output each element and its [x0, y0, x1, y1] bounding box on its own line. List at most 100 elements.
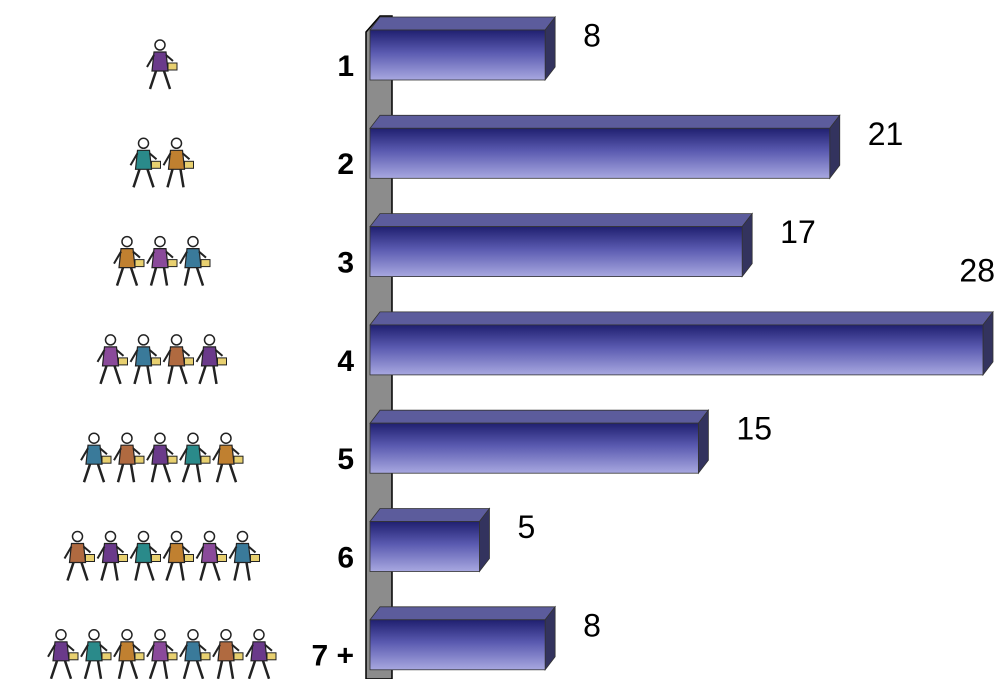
icon-head [187, 629, 199, 641]
bar-top [369, 409, 710, 424]
icon-bag [167, 652, 178, 661]
bar [369, 422, 699, 474]
person-icon [113, 235, 145, 286]
value-label: 21 [868, 116, 904, 152]
icon-body [85, 641, 103, 662]
icon-body [167, 542, 186, 564]
value-label: 5 [517, 509, 535, 545]
icon-arms [179, 250, 207, 265]
icon-body [52, 641, 70, 662]
icon-body [68, 542, 87, 564]
icon-arms [162, 152, 191, 166]
icon-bag [200, 455, 211, 464]
icon-body [118, 444, 136, 465]
icon-body [200, 346, 219, 367]
icon-body [184, 641, 202, 662]
icon-head [220, 629, 232, 641]
icon-bag [167, 259, 178, 268]
icon-head [220, 432, 232, 444]
icon-head [187, 235, 199, 248]
bar [369, 226, 743, 278]
icon-arms [129, 349, 158, 363]
icon-head [104, 334, 117, 346]
bar [369, 324, 984, 376]
icon-bag [101, 652, 112, 661]
icon-body [118, 641, 136, 662]
person-icon [228, 530, 260, 581]
icon-body [151, 444, 169, 465]
icon-legs [133, 365, 152, 385]
person-icon [129, 137, 161, 188]
person-icon [113, 432, 145, 483]
icon-body [151, 51, 169, 72]
icon-bag [184, 160, 194, 169]
icon-legs [183, 267, 205, 286]
icon-head [236, 530, 249, 543]
icon-arms [195, 545, 224, 560]
bar-top [369, 508, 491, 522]
person-icon [162, 137, 194, 188]
icon-arms [80, 644, 108, 658]
icon-head [88, 629, 100, 641]
icon-arms [146, 644, 174, 658]
icon-head [154, 235, 166, 248]
icon-legs [149, 267, 169, 286]
icon-legs [182, 660, 205, 679]
icon-legs [116, 463, 136, 483]
icon-arms [47, 644, 75, 658]
icon-head [187, 432, 199, 444]
icon-arms [179, 644, 207, 658]
icon-legs [148, 660, 169, 679]
icon-body [200, 542, 219, 564]
icon-legs [166, 168, 185, 188]
icon-legs [117, 660, 139, 679]
icon-body [151, 641, 169, 662]
icon-body [101, 542, 120, 564]
icon-body [184, 248, 202, 269]
icon-body [167, 149, 186, 170]
bar [369, 619, 546, 671]
person-icon [80, 629, 112, 679]
icon-legs [83, 660, 103, 679]
icon-arms [129, 152, 158, 166]
icon-bag [101, 455, 112, 464]
icon-bag [250, 554, 260, 562]
icon-arms [195, 349, 224, 363]
bar [369, 127, 831, 179]
icon-arms [63, 545, 92, 560]
icon-bag [85, 554, 95, 562]
category-label: 5 [337, 443, 354, 476]
value-label: 8 [583, 607, 601, 643]
icon-arms [80, 447, 108, 461]
icon-body [118, 248, 136, 269]
icon-bag [184, 554, 194, 562]
icon-arms [245, 644, 273, 658]
person-icon [162, 334, 194, 385]
icon-body [167, 346, 186, 367]
icon-head [203, 334, 216, 346]
icon-arms [146, 54, 174, 68]
icon-bag [217, 357, 227, 366]
person-icon [96, 334, 128, 385]
person-icon [47, 629, 79, 679]
bar-top [369, 213, 753, 228]
icon-body [134, 149, 153, 170]
icon-body [85, 444, 103, 465]
icon-legs [134, 562, 155, 581]
icon-head [71, 530, 84, 543]
icon-head [121, 432, 133, 444]
icon-head [55, 629, 67, 641]
icon-arms [162, 545, 191, 560]
icon-legs [198, 365, 218, 385]
value-label: 8 [583, 17, 601, 53]
person-icon [146, 39, 178, 90]
bar-top [369, 311, 994, 326]
person-icon [96, 530, 128, 581]
icon-body [151, 248, 169, 269]
icon-bag [233, 455, 244, 464]
icon-legs [99, 365, 122, 385]
person-icon [162, 530, 194, 581]
icon-arms [146, 447, 174, 461]
icon-legs [167, 365, 188, 385]
icon-bag [167, 62, 178, 71]
